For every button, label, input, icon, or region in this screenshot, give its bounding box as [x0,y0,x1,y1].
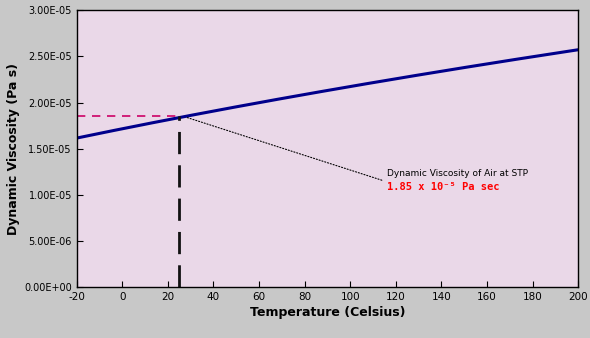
Text: 1.85 x 10⁻⁵ Pa sec: 1.85 x 10⁻⁵ Pa sec [386,182,499,192]
Text: Dynamic Viscosity of Air at STP: Dynamic Viscosity of Air at STP [386,169,527,177]
Y-axis label: Dynamic Viscosity (Pa s): Dynamic Viscosity (Pa s) [7,63,20,235]
X-axis label: Temperature (Celsius): Temperature (Celsius) [250,306,405,319]
